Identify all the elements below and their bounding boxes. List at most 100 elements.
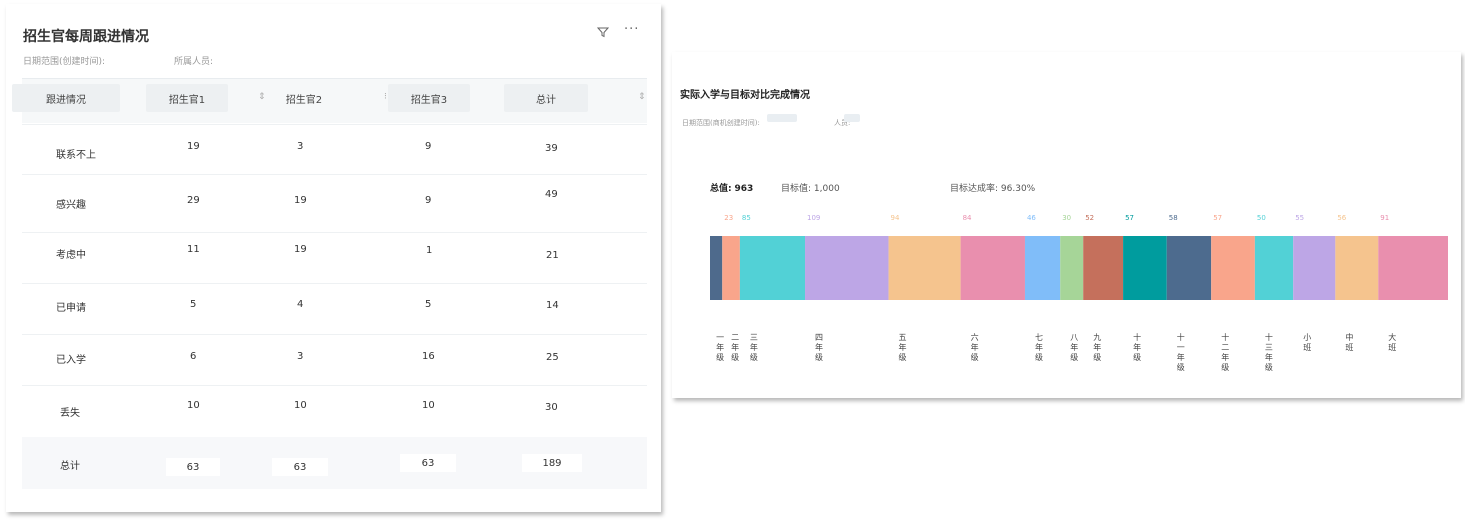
bar-segment[interactable]	[960, 236, 1025, 300]
table-cell: 1	[426, 245, 433, 256]
table-cell: 3	[297, 351, 304, 362]
total-stat: 总值: 963	[710, 184, 754, 194]
filter-value-blurred	[844, 114, 860, 122]
table-cell: 21	[546, 250, 559, 261]
table-cell: 14	[546, 300, 559, 311]
bar-segment[interactable]	[888, 236, 961, 300]
table-cell: 19	[294, 195, 307, 206]
category-label: 三年级	[750, 333, 758, 362]
table-cell: 9	[425, 195, 432, 206]
value-label: 58	[1169, 214, 1178, 222]
filter-icon[interactable]	[596, 26, 610, 42]
total-label: 总计	[60, 461, 80, 472]
column-header-officer1[interactable]: 招生官1	[146, 84, 228, 112]
category-label: 十年级	[1133, 332, 1141, 362]
row-label: 考虑中	[56, 250, 86, 261]
value-label: 57	[1125, 214, 1134, 222]
row-label: 已申请	[56, 303, 86, 314]
table-cell: 9	[425, 141, 432, 152]
column-header-total[interactable]: 总计	[504, 84, 588, 112]
value-label: 23	[724, 214, 733, 222]
category-label: 九年级	[1093, 333, 1101, 362]
staff-filter[interactable]: 所属人员:	[174, 57, 214, 67]
table-cell: 11	[187, 244, 200, 255]
category-label: 十一年级	[1177, 332, 1185, 372]
bar-segment[interactable]	[1166, 236, 1212, 300]
table-cell: 10	[422, 400, 435, 411]
table-cell: 39	[545, 143, 558, 154]
bar-segment[interactable]	[1254, 236, 1294, 300]
value-label: 56	[1337, 214, 1346, 222]
date-range-filter[interactable]: 日期范围(创建时间):	[23, 57, 106, 67]
more-icon[interactable]: ···	[624, 22, 640, 37]
category-label: 四年级	[815, 333, 823, 362]
table-cell: 63	[166, 458, 220, 476]
category-label: 八年级	[1070, 333, 1078, 362]
category-label: 七年级	[1035, 333, 1043, 362]
bar-segment[interactable]	[1378, 236, 1448, 300]
table-cell: 19	[187, 141, 200, 152]
card-title: 招生官每周跟进情况	[23, 29, 149, 45]
table-cell: 63	[400, 454, 456, 472]
value-label: 46	[1027, 214, 1036, 222]
category-label: 小班	[1303, 333, 1311, 352]
enrollment-target-card: 实际入学与目标对比完成情况 日期范围(商机创建时间): 人员: 总值: 963 …	[672, 52, 1461, 398]
table-cell: 10	[187, 400, 200, 411]
table-cell: 19	[294, 244, 307, 255]
value-label: 91	[1380, 214, 1389, 222]
category-label: 十三年级	[1265, 332, 1273, 372]
column-header-officer2[interactable]: 招生官2	[285, 94, 323, 106]
row-label: 丢失	[60, 408, 80, 419]
table-cell: 10	[294, 400, 307, 411]
sort-icon[interactable]: ⁝	[384, 92, 387, 102]
row-label: 感兴趣	[56, 200, 86, 211]
bar-segment[interactable]	[739, 236, 806, 300]
category-label: 中班	[1345, 332, 1353, 352]
table-cell: 29	[187, 195, 200, 206]
category-label: 五年级	[899, 333, 907, 362]
bar-segment[interactable]	[1060, 236, 1084, 300]
filter-value-blurred	[767, 114, 797, 122]
bar-segment[interactable]	[722, 236, 740, 300]
category-label: 十二年级	[1221, 332, 1229, 372]
table-cell: 30	[545, 402, 558, 413]
value-label: 50	[1257, 214, 1266, 222]
bar-segment[interactable]	[1083, 236, 1124, 300]
category-label: 二年级	[731, 333, 739, 362]
value-label: 57	[1213, 214, 1222, 222]
bar-segment[interactable]	[1293, 236, 1336, 300]
bar-segment[interactable]	[710, 236, 723, 300]
table-cell: 49	[545, 189, 558, 200]
category-label: 大班	[1388, 332, 1396, 352]
table-cell: 63	[272, 458, 328, 476]
table-cell: 6	[190, 351, 197, 362]
value-label: 84	[963, 214, 972, 222]
value-label: 109	[807, 214, 820, 222]
staff-filter[interactable]: 人员:	[834, 119, 851, 127]
bar-segment[interactable]	[1024, 236, 1061, 300]
table-cell: 16	[422, 351, 435, 362]
sort-icon[interactable]: ⇕	[638, 92, 646, 102]
target-stat: 目标值: 1,000	[781, 184, 840, 194]
table-cell: 5	[425, 299, 432, 310]
column-header-officer3[interactable]: 招生官3	[388, 84, 470, 112]
date-range-filter[interactable]: 日期范围(商机创建时间):	[682, 119, 760, 127]
card-title: 实际入学与目标对比完成情况	[680, 90, 810, 101]
table-cell: 189	[522, 454, 582, 472]
table-cell: 25	[546, 352, 559, 363]
category-label: 一年级	[716, 333, 724, 362]
bar-segment[interactable]	[1211, 236, 1255, 300]
value-label: 30	[1062, 214, 1071, 222]
column-header-followup[interactable]: 跟进情况	[12, 84, 120, 112]
sort-icon[interactable]: ⇕	[258, 92, 266, 102]
value-label: 52	[1085, 214, 1094, 222]
category-label: 六年级	[971, 332, 979, 362]
bar-segment[interactable]	[1123, 236, 1167, 300]
bar-segment[interactable]	[1335, 236, 1379, 300]
row-label: 联系不上	[56, 150, 96, 161]
value-label: 94	[891, 214, 900, 222]
table-cell: 3	[297, 141, 304, 152]
row-label: 已入学	[56, 355, 86, 366]
bar-segment[interactable]	[805, 236, 889, 300]
achievement-rate-stat: 目标达成率: 96.30%	[950, 184, 1036, 194]
